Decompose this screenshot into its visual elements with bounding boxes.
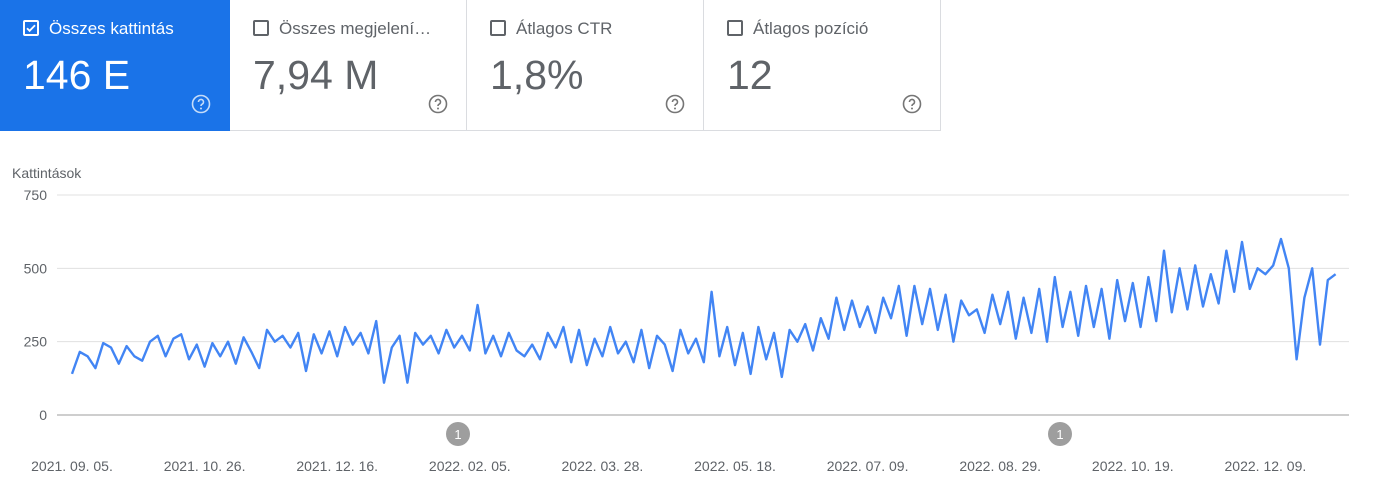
metric-card[interactable]: Átlagos pozíció 12 bbox=[704, 0, 941, 131]
help-icon[interactable] bbox=[902, 94, 922, 114]
help-icon[interactable] bbox=[665, 94, 685, 114]
help-icon[interactable] bbox=[191, 94, 211, 114]
annotation-marker bbox=[446, 422, 470, 446]
metric-card[interactable]: Összes megjelení… 7,94 M bbox=[230, 0, 467, 131]
metric-value: 7,94 M bbox=[253, 52, 379, 98]
help-glyph bbox=[665, 94, 685, 114]
metric-cards: Összes kattintás 146 E Összes megjelení… 7,… bbox=[0, 0, 941, 131]
help-glyph bbox=[902, 94, 922, 114]
annotation-label: 1 bbox=[454, 427, 461, 442]
help-glyph bbox=[191, 94, 211, 114]
x-tick-label: 2022. 08. 29. bbox=[959, 458, 1041, 474]
y-tick-label: 250 bbox=[24, 334, 48, 350]
x-tick-label: 2022. 12. 09. bbox=[1225, 458, 1307, 474]
x-tick-label: 2021. 09. 05. bbox=[31, 458, 113, 474]
metric-card[interactable]: Átlagos CTR 1,8% bbox=[467, 0, 704, 131]
x-tick-label: 2022. 02. 05. bbox=[429, 458, 511, 474]
x-tick-label: 2022. 10. 19. bbox=[1092, 458, 1174, 474]
annotation-label: 1 bbox=[1056, 427, 1063, 442]
metric-card[interactable]: Összes kattintás 146 E bbox=[0, 0, 230, 131]
help-icon[interactable] bbox=[428, 94, 448, 114]
metric-label: Összes kattintás bbox=[49, 19, 174, 38]
metric-label: Összes megjelení… bbox=[279, 19, 432, 38]
metric-value: 12 bbox=[727, 52, 773, 98]
checkbox[interactable] bbox=[253, 20, 269, 36]
help-glyph bbox=[428, 94, 448, 114]
y-tick-label: 750 bbox=[24, 187, 48, 203]
metric-value: 146 E bbox=[23, 52, 131, 98]
check bbox=[26, 24, 36, 33]
y-axis-title: Kattintások bbox=[12, 165, 82, 181]
y-tick-label: 500 bbox=[24, 260, 48, 276]
annotation-marker bbox=[1048, 422, 1072, 446]
metric-label: Átlagos pozíció bbox=[753, 19, 869, 38]
metric-value: 1,8% bbox=[490, 52, 584, 98]
x-tick-label: 2021. 12. 16. bbox=[296, 458, 378, 474]
x-tick-label: 2022. 05. 18. bbox=[694, 458, 776, 474]
x-tick-label: 2021. 10. 26. bbox=[164, 458, 246, 474]
checkbox[interactable] bbox=[490, 20, 506, 36]
x-tick-label: 2022. 03. 28. bbox=[562, 458, 644, 474]
checkbox[interactable] bbox=[23, 20, 39, 36]
line-series bbox=[70, 237, 1337, 384]
y-tick-label: 0 bbox=[39, 407, 47, 423]
metric-label: Átlagos CTR bbox=[516, 19, 613, 38]
x-tick-label: 2022. 07. 09. bbox=[827, 458, 909, 474]
checkbox[interactable] bbox=[727, 20, 743, 36]
